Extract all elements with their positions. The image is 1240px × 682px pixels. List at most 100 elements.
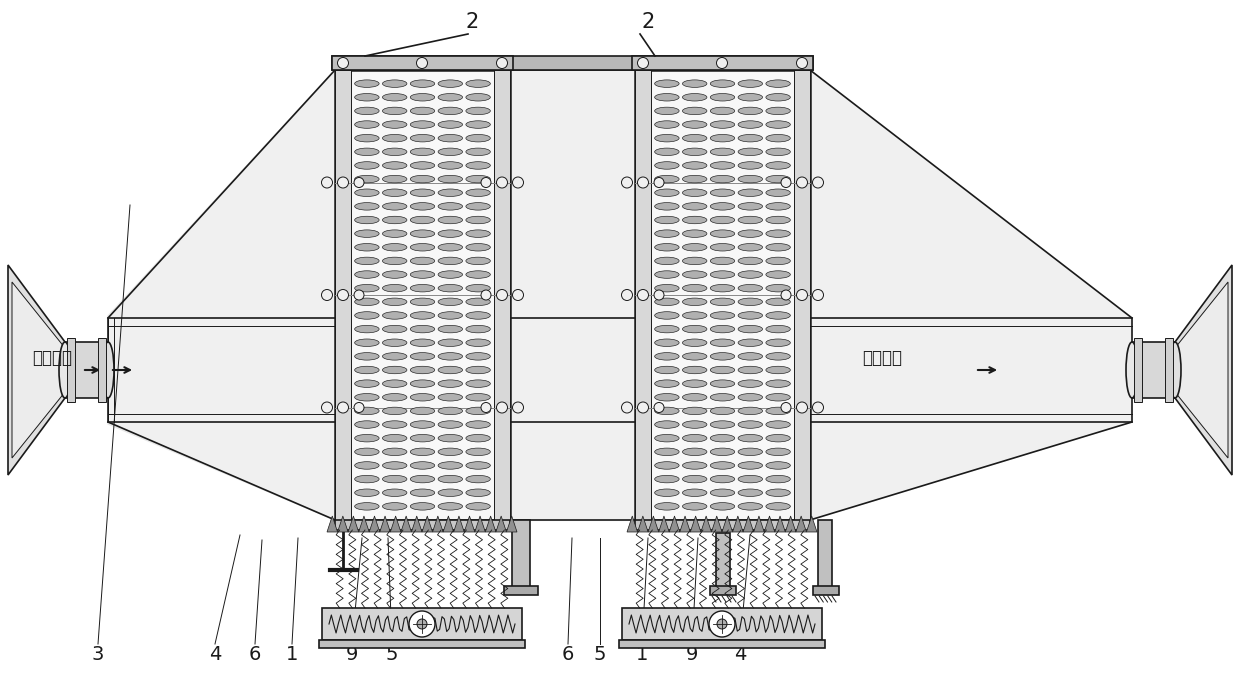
Ellipse shape [711, 298, 735, 306]
Ellipse shape [682, 407, 707, 415]
Ellipse shape [438, 312, 463, 319]
Ellipse shape [438, 80, 463, 87]
Ellipse shape [711, 175, 735, 183]
Ellipse shape [382, 434, 407, 442]
Ellipse shape [355, 216, 379, 224]
Ellipse shape [711, 216, 735, 224]
Ellipse shape [655, 230, 680, 237]
Ellipse shape [382, 107, 407, 115]
Ellipse shape [711, 80, 735, 87]
Ellipse shape [711, 394, 735, 401]
Ellipse shape [766, 189, 790, 196]
Ellipse shape [438, 380, 463, 387]
Bar [335, 520, 510, 530]
Ellipse shape [355, 339, 379, 346]
Ellipse shape [466, 203, 490, 210]
Circle shape [796, 402, 807, 413]
Bar [322, 608, 522, 640]
Ellipse shape [438, 134, 463, 142]
Ellipse shape [738, 380, 763, 387]
Ellipse shape [738, 216, 763, 224]
Text: 烟气入口: 烟气入口 [32, 349, 72, 367]
Ellipse shape [738, 148, 763, 155]
Text: 2: 2 [465, 12, 479, 32]
Bar [818, 520, 832, 588]
Circle shape [621, 289, 632, 301]
Text: 1: 1 [636, 644, 649, 664]
Ellipse shape [766, 271, 790, 278]
Ellipse shape [682, 203, 707, 210]
Ellipse shape [438, 462, 463, 469]
Ellipse shape [382, 489, 407, 496]
Polygon shape [475, 516, 485, 532]
Ellipse shape [355, 230, 379, 237]
Ellipse shape [738, 93, 763, 101]
Ellipse shape [766, 339, 790, 346]
Ellipse shape [438, 243, 463, 251]
Ellipse shape [738, 462, 763, 469]
Ellipse shape [655, 80, 680, 87]
Ellipse shape [766, 475, 790, 483]
Ellipse shape [355, 434, 379, 442]
Bar [64, 342, 108, 398]
Ellipse shape [655, 503, 680, 510]
Ellipse shape [382, 216, 407, 224]
Polygon shape [810, 70, 1132, 520]
Ellipse shape [766, 421, 790, 428]
Ellipse shape [438, 503, 463, 510]
Ellipse shape [655, 421, 680, 428]
Ellipse shape [711, 134, 735, 142]
Circle shape [496, 402, 507, 413]
Ellipse shape [738, 448, 763, 456]
Ellipse shape [466, 121, 490, 128]
Ellipse shape [355, 325, 379, 333]
Ellipse shape [711, 339, 735, 346]
Ellipse shape [438, 107, 463, 115]
Circle shape [621, 177, 632, 188]
Ellipse shape [382, 230, 407, 237]
Ellipse shape [738, 394, 763, 401]
Bar [635, 70, 810, 520]
Ellipse shape [711, 243, 735, 251]
Ellipse shape [382, 93, 407, 101]
Polygon shape [443, 516, 454, 532]
Polygon shape [722, 516, 733, 532]
Ellipse shape [438, 339, 463, 346]
Polygon shape [401, 516, 412, 532]
Circle shape [637, 57, 649, 68]
Ellipse shape [766, 489, 790, 496]
Ellipse shape [466, 80, 490, 87]
Ellipse shape [655, 284, 680, 292]
Ellipse shape [655, 93, 680, 101]
Ellipse shape [466, 353, 490, 360]
Ellipse shape [438, 189, 463, 196]
Ellipse shape [466, 421, 490, 428]
Ellipse shape [655, 203, 680, 210]
Ellipse shape [738, 243, 763, 251]
Ellipse shape [711, 380, 735, 387]
Polygon shape [627, 516, 637, 532]
Ellipse shape [655, 189, 680, 196]
Ellipse shape [655, 257, 680, 265]
Ellipse shape [102, 342, 114, 398]
Ellipse shape [410, 489, 435, 496]
Ellipse shape [466, 216, 490, 224]
Text: 6: 6 [562, 644, 574, 664]
Text: 1: 1 [285, 644, 298, 664]
Circle shape [481, 402, 491, 413]
Polygon shape [108, 70, 335, 520]
Ellipse shape [682, 489, 707, 496]
Ellipse shape [682, 448, 707, 456]
Ellipse shape [682, 421, 707, 428]
Ellipse shape [382, 448, 407, 456]
Bar [711, 586, 737, 595]
Circle shape [796, 289, 807, 301]
Ellipse shape [410, 380, 435, 387]
Ellipse shape [355, 366, 379, 374]
Polygon shape [796, 516, 806, 532]
Polygon shape [806, 516, 817, 532]
Ellipse shape [355, 394, 379, 401]
Circle shape [812, 402, 823, 413]
Ellipse shape [738, 503, 763, 510]
Ellipse shape [711, 503, 735, 510]
